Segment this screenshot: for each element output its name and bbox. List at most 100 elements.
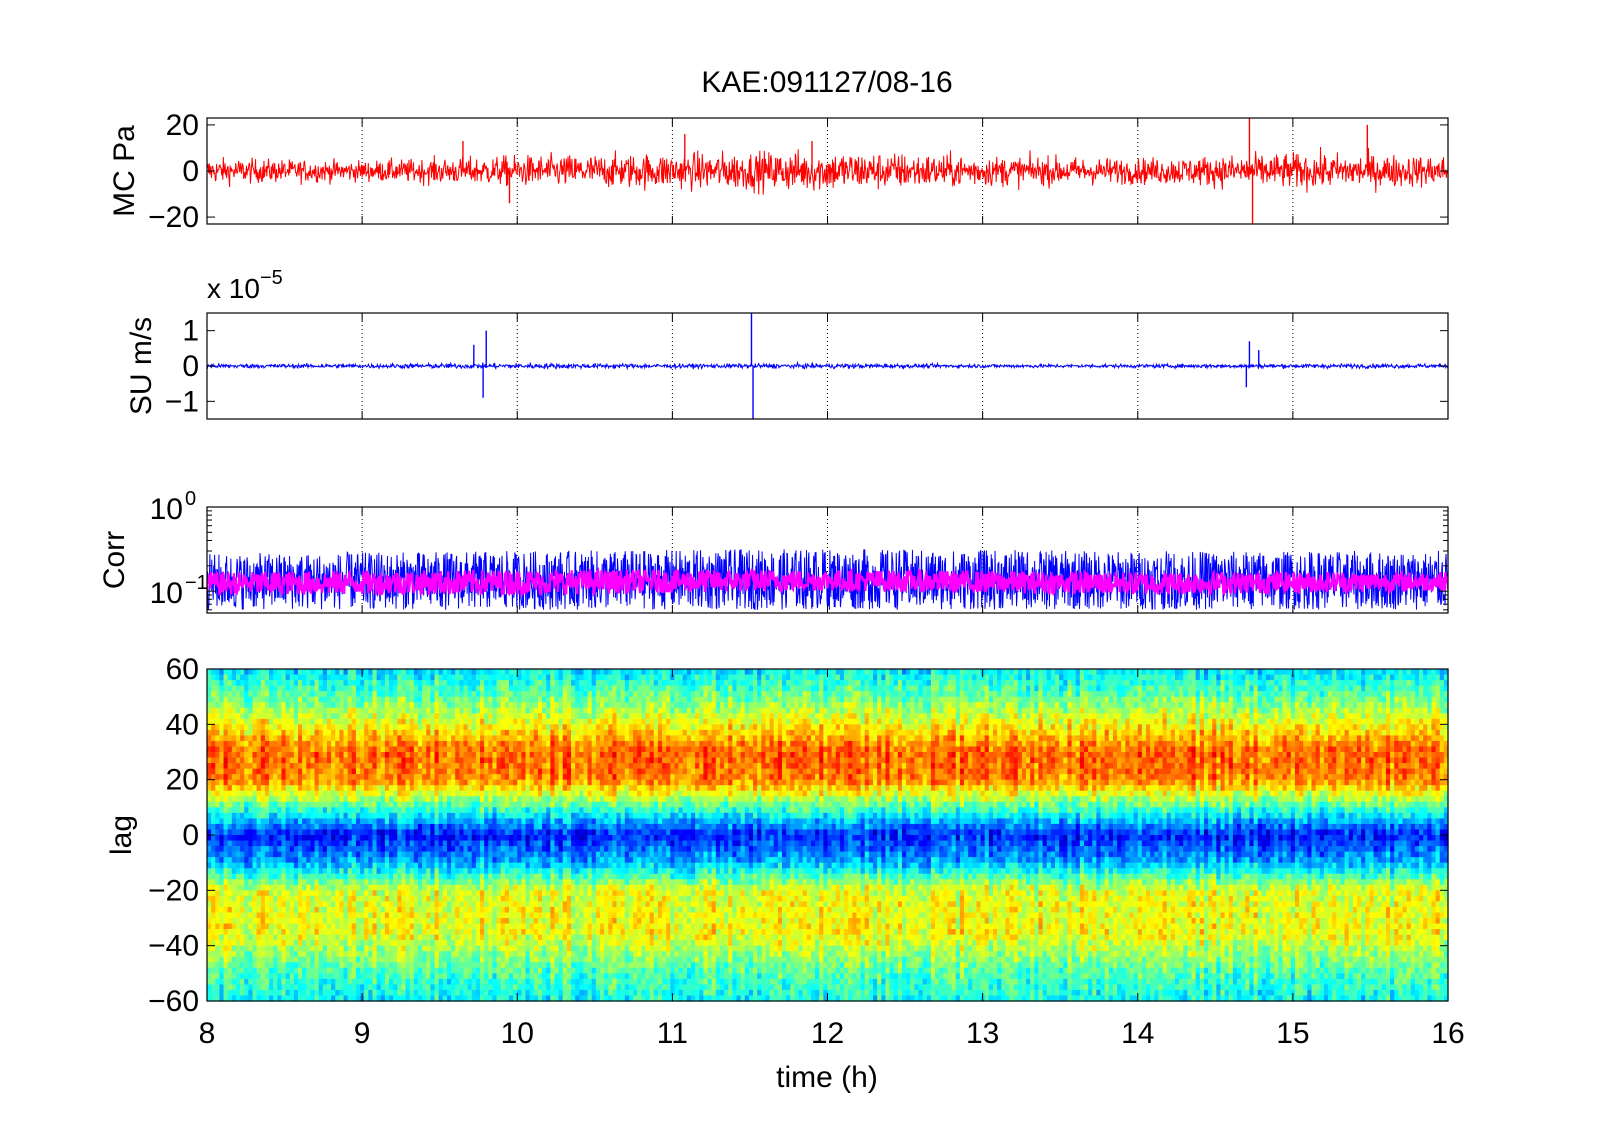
- heatmap-cell: [471, 945, 477, 952]
- heatmap-cell: [347, 962, 353, 969]
- heatmap-cell: [310, 829, 316, 836]
- heatmap-cell: [426, 774, 431, 781]
- heatmap-cell: [285, 713, 291, 720]
- heatmap-cell: [463, 984, 469, 991]
- heatmap-cell: [264, 812, 270, 819]
- heatmap-cell: [256, 779, 262, 786]
- heatmap-cell: [430, 729, 436, 736]
- heatmap-cell: [484, 796, 489, 803]
- heatmap-cell: [508, 768, 514, 775]
- heatmap-cell: [384, 901, 390, 908]
- heatmap-cell: [343, 962, 349, 969]
- heatmap-cell: [211, 862, 216, 869]
- heatmap-cell: [529, 779, 535, 786]
- heatmap-cell: [215, 918, 221, 925]
- heatmap-cell: [215, 989, 221, 997]
- heatmap-cell: [248, 790, 254, 797]
- heatmap-cell: [492, 912, 498, 919]
- heatmap-cell: [384, 890, 390, 897]
- heatmap-cell: [459, 702, 465, 709]
- heatmap-cell: [310, 674, 316, 681]
- heatmap-cell: [207, 774, 212, 781]
- heatmap-cell: [240, 796, 245, 803]
- heatmap-cell: [223, 669, 229, 676]
- heatmap-cell: [335, 785, 340, 792]
- heatmap-cell: [260, 851, 266, 858]
- heatmap-cell: [426, 740, 431, 748]
- heatmap-cell: [364, 923, 369, 930]
- heatmap-cell: [293, 674, 299, 681]
- heatmap-cell: [219, 696, 225, 703]
- heatmap-cell: [533, 956, 539, 963]
- heatmap-cell: [475, 746, 481, 753]
- heatmap-cell: [277, 862, 283, 869]
- heatmap-cell: [508, 790, 514, 797]
- heatmap-cell: [310, 912, 316, 919]
- heatmap-cell: [235, 713, 241, 720]
- heatmap-cell: [372, 868, 378, 875]
- heatmap-cell: [446, 735, 452, 742]
- heatmap-cell: [513, 940, 518, 947]
- heatmap-cell: [533, 945, 539, 952]
- heatmap-cell: [438, 685, 444, 692]
- heatmap-cell: [376, 951, 382, 958]
- heatmap-cell: [426, 812, 431, 819]
- heatmap-cell: [426, 851, 431, 858]
- heatmap-cell: [537, 746, 543, 753]
- heatmap-cell: [289, 674, 295, 681]
- heatmap-cell: [384, 785, 390, 792]
- heatmap-cell: [492, 862, 498, 869]
- heatmap-cell: [351, 818, 357, 825]
- heatmap-cell: [384, 707, 390, 714]
- heatmap-cell: [240, 807, 245, 814]
- heatmap-cell: [343, 768, 349, 775]
- heatmap-cell: [409, 951, 415, 958]
- heatmap-cell: [264, 680, 270, 687]
- heatmap-cell: [285, 718, 291, 725]
- heatmap-cell: [339, 940, 345, 947]
- heatmap-cell: [484, 696, 489, 703]
- heatmap-cell: [438, 823, 444, 831]
- heatmap-cell: [351, 752, 357, 759]
- heatmap-cell: [256, 724, 262, 731]
- heatmap-cell: [256, 978, 262, 985]
- heatmap-cell: [480, 812, 485, 819]
- heatmap-cell: [496, 724, 502, 731]
- heatmap-cell: [426, 879, 431, 886]
- heatmap-cell: [368, 978, 374, 985]
- heatmap-cell: [451, 984, 456, 991]
- heatmap-cell: [475, 740, 481, 748]
- heatmap-cell: [368, 702, 374, 709]
- heatmap-cell: [310, 696, 316, 703]
- heatmap-cell: [376, 674, 382, 681]
- heatmap-cell: [227, 890, 233, 897]
- heatmap-cell: [277, 989, 283, 997]
- heatmap-cell: [422, 984, 427, 991]
- heatmap-cell: [318, 846, 324, 853]
- heatmap-cell: [248, 713, 254, 720]
- heatmap-cell: [302, 857, 307, 864]
- heatmap-cell: [372, 895, 378, 902]
- heatmap-cell: [529, 945, 535, 952]
- heatmap-cell: [475, 718, 481, 725]
- heatmap-cell: [310, 840, 316, 847]
- heatmap-cell: [397, 735, 403, 742]
- heatmap-cell: [488, 934, 494, 941]
- heatmap-cell: [285, 978, 291, 985]
- heatmap-cell: [310, 901, 316, 908]
- heatmap-cell: [372, 796, 378, 803]
- heatmap-cell: [322, 774, 328, 781]
- heatmap-cell: [533, 829, 539, 836]
- heatmap-cell: [438, 735, 444, 742]
- heatmap-cell: [269, 696, 274, 703]
- heatmap-cell: [417, 807, 423, 814]
- heatmap-cell: [293, 956, 299, 963]
- heatmap-cell: [223, 973, 229, 980]
- heatmap-cell: [240, 901, 245, 908]
- heatmap-cell: [326, 989, 332, 997]
- heatmap-cell: [260, 740, 266, 748]
- heatmap-cell: [343, 785, 349, 792]
- heatmap-cell: [347, 978, 353, 985]
- heatmap-cell: [389, 669, 394, 676]
- heatmap-cell: [302, 779, 307, 786]
